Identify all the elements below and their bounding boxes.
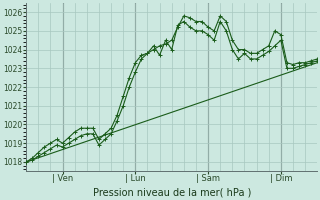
- X-axis label: Pression niveau de la mer( hPa ): Pression niveau de la mer( hPa ): [92, 187, 251, 197]
